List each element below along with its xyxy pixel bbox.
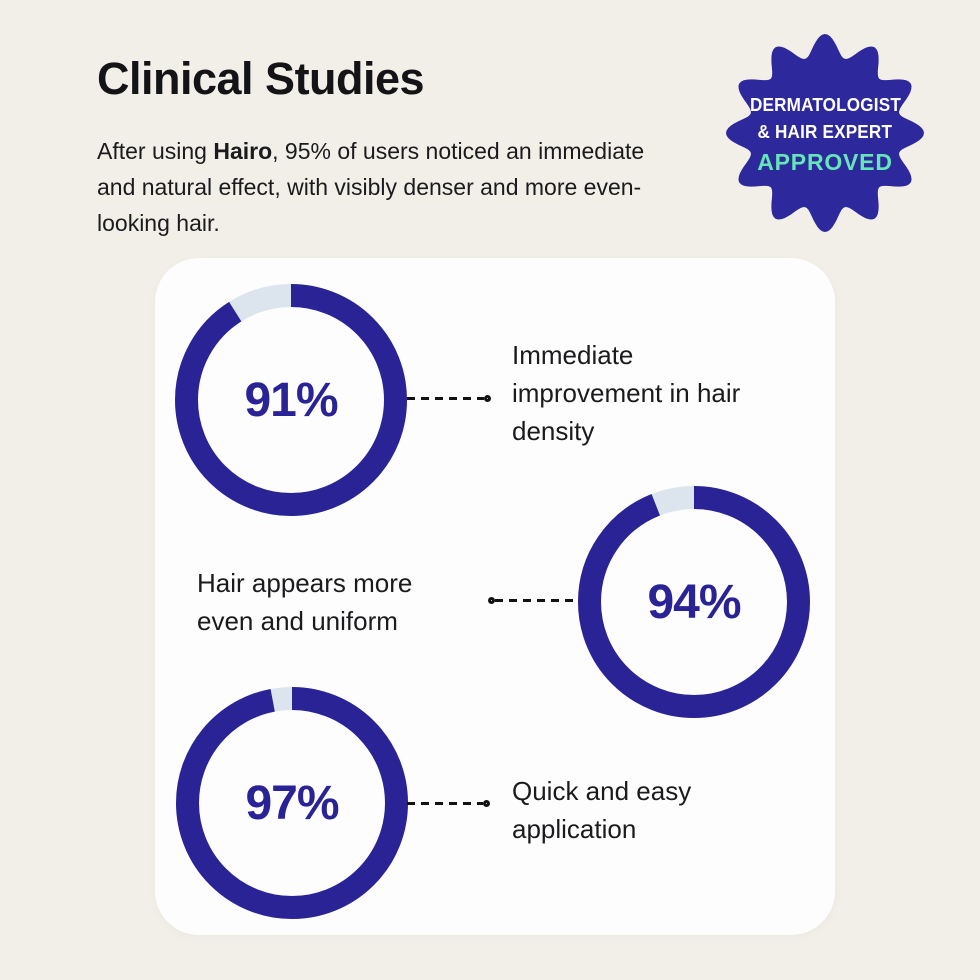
badge-text: DERMATOLOGIST & HAIR EXPERT APPROVED — [724, 32, 926, 234]
stat-caption-hair-density: Immediate improvement in hair density — [512, 340, 741, 446]
stats-card: 91% Immediate improvement in hair densit… — [155, 258, 835, 935]
approval-badge: DERMATOLOGIST & HAIR EXPERT APPROVED — [724, 32, 926, 234]
connector-line — [407, 796, 490, 810]
donut-percent-label: 91% — [244, 373, 338, 427]
donut-chart-easy-application: 97% — [176, 687, 408, 919]
stat-caption-even-uniform: Hair appears more even and uniform — [197, 568, 413, 636]
donut-ring-icon — [578, 486, 810, 718]
connector-dot-icon — [483, 799, 490, 807]
donut-percent-label: 97% — [245, 776, 339, 830]
connector-dot-icon — [484, 394, 491, 402]
stat-caption-easy-application: Quick and easy application — [512, 776, 692, 844]
dashed-line — [495, 598, 585, 602]
badge-approved-label: APPROVED — [757, 148, 893, 175]
badge-line-2: & HAIR EXPERT — [757, 121, 893, 142]
donut-chart-hair-density: 91% — [175, 284, 407, 516]
intro-prefix: After using — [97, 138, 214, 164]
donut-ring-icon — [175, 284, 407, 516]
page-title: Clinical Studies — [97, 53, 425, 104]
donut-percent-label: 94% — [647, 575, 741, 629]
brand-name: Hairo — [213, 138, 273, 164]
dashed-line — [407, 396, 484, 400]
badge-line-1: DERMATOLOGIST — [749, 94, 901, 115]
intro-text: After using Hairo, 95% of users noticed … — [97, 133, 677, 241]
donut-chart-even-uniform: 94% — [578, 486, 810, 718]
connector-line — [407, 391, 491, 405]
donut-ring-icon — [176, 687, 408, 919]
seal-icon — [726, 34, 924, 232]
connector-dot-icon — [488, 596, 495, 604]
intro-suffix: , 95% of users noticed an immediate and … — [97, 138, 645, 236]
dashed-line — [407, 801, 483, 805]
connector-line — [488, 593, 585, 607]
